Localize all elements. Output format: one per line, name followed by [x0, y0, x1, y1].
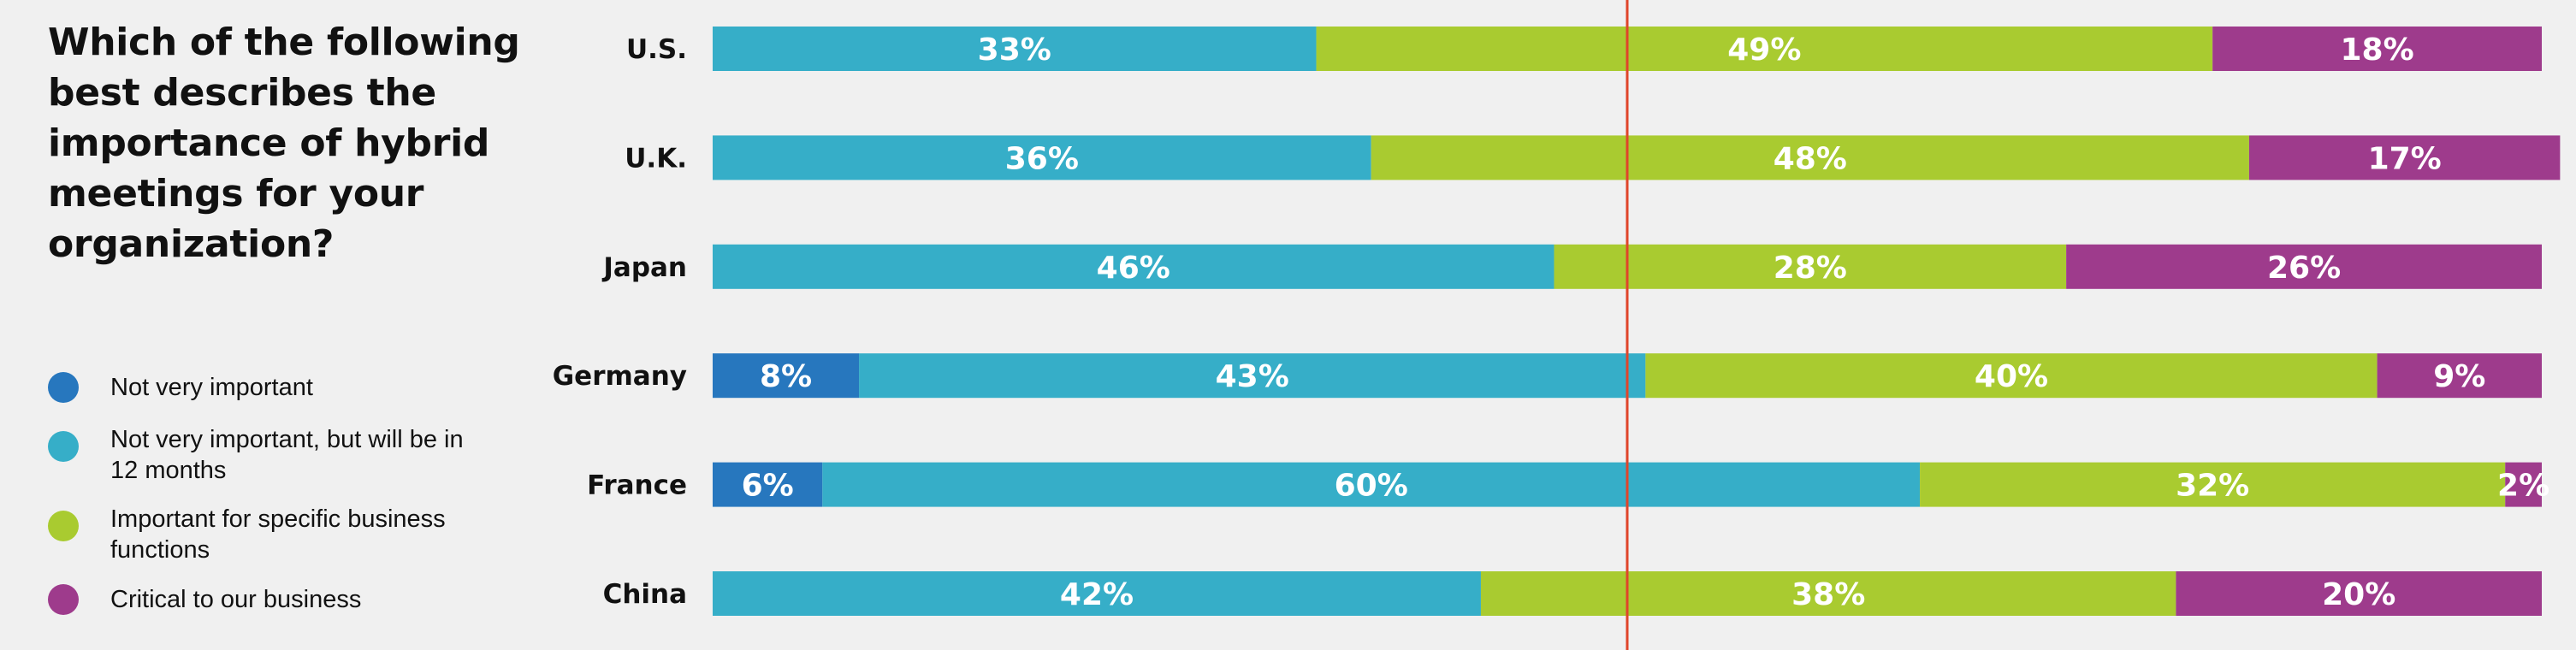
legend-swatch-specific: [48, 511, 79, 541]
legend-label-not-yet: Not very important, but will be in 12 mo…: [110, 426, 464, 484]
bar-segment: [713, 353, 860, 399]
bar-segment: [713, 244, 1554, 289]
data-label: 8%: [760, 359, 812, 394]
bar-segment: [1480, 571, 2176, 616]
bar-segment: [713, 462, 823, 507]
bar-segment: [2377, 353, 2542, 399]
legend-label-not-very-important: Not very important: [110, 374, 313, 401]
bar-segment: [2505, 462, 2542, 507]
legend-swatch-not-yet: [48, 431, 79, 462]
legend-label-specific: Important for specific business function…: [110, 505, 446, 564]
bar-segment: [822, 462, 1921, 507]
legend-swatch-critical: [48, 584, 79, 615]
data-label: 32%: [2176, 469, 2249, 504]
data-label: 6%: [742, 469, 794, 504]
data-label: 9%: [2433, 359, 2485, 394]
data-label: 60%: [1335, 469, 1408, 504]
category-label: Japan: [601, 252, 687, 283]
bar-segment: [713, 27, 1317, 71]
bar-segment: [2066, 244, 2542, 289]
bar-segment: [713, 135, 1371, 180]
data-label: 40%: [1975, 359, 2048, 394]
bar-segment: [1371, 135, 2249, 180]
bar-segment: [1554, 244, 2067, 289]
data-label: 26%: [2267, 251, 2341, 286]
data-label: 2%: [2497, 469, 2549, 504]
data-label: 46%: [1097, 251, 1170, 286]
bar-segment: [2176, 571, 2542, 616]
bar-segment: [2248, 135, 2561, 180]
data-label: 43%: [1216, 359, 1289, 394]
bar-segment: [1316, 27, 2213, 71]
data-label: 38%: [1791, 577, 1865, 612]
chart-title: Which of the following best describes th…: [48, 21, 520, 266]
data-label: 42%: [1060, 577, 1134, 612]
bar-segment: [713, 571, 1481, 616]
data-label: 36%: [1005, 141, 1079, 176]
category-label: France: [587, 470, 687, 501]
data-label: 18%: [2340, 32, 2413, 68]
bar-segment: [2212, 27, 2542, 71]
bar-segment: [1645, 353, 2378, 399]
data-label: 49%: [1727, 32, 1801, 68]
data-label: 33%: [978, 32, 1051, 68]
category-label: U.K.: [625, 143, 687, 174]
bar-segment: [1920, 462, 2506, 507]
data-label: 28%: [1774, 251, 1847, 286]
data-label: 20%: [2322, 577, 2395, 612]
category-label: Germany: [553, 361, 687, 392]
data-label: 48%: [1774, 141, 1847, 176]
legend-label-critical: Critical to our business: [110, 586, 362, 613]
category-label: China: [603, 579, 687, 610]
category-label: U.S.: [626, 34, 687, 65]
legend-swatch-not-very-important: [48, 372, 79, 403]
bar-segment: [859, 353, 1646, 399]
data-label: 17%: [2368, 141, 2442, 176]
